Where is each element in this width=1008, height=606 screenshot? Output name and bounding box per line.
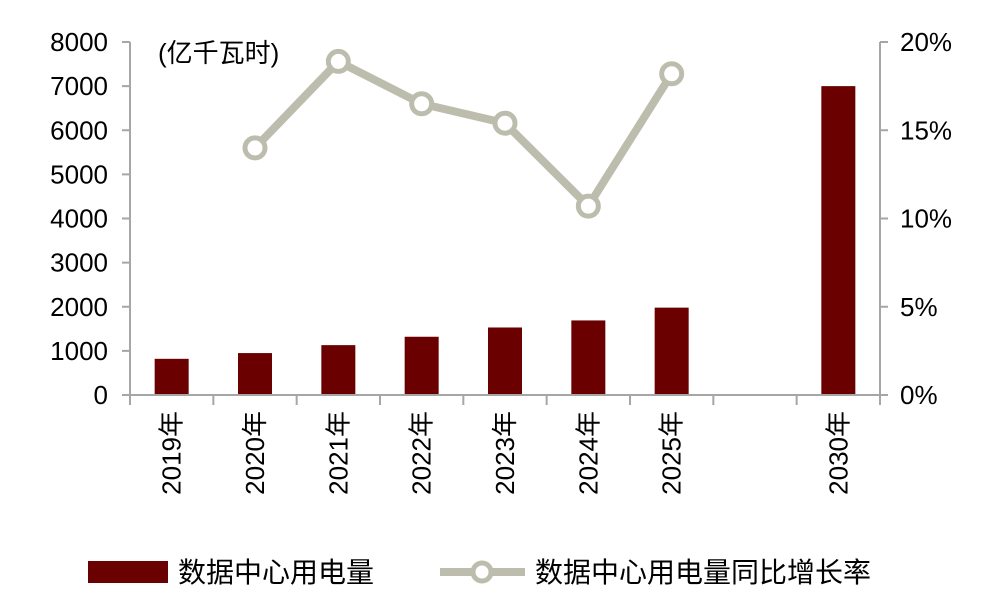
right-tick-label: 15% [900,115,952,145]
x-tick-label: 2020年 [240,411,270,495]
x-tick-label: 2022年 [407,411,437,495]
line-series [242,48,685,219]
right-axis: 0% 5% 10% 15% 20% [880,27,952,410]
x-axis-labels: 2019年 2020年 2021年 2022年 2023年 2024年 2025年 2030年 [157,411,854,495]
legend-line-label: 数据中心用电量同比增长率 [535,557,871,588]
bar [821,86,856,395]
bar [154,358,189,395]
axes [129,42,881,405]
x-tick-label: 2024年 [573,411,603,495]
x-tick-label: 2023年 [490,411,520,495]
legend-line-marker [470,560,494,584]
legend-bar-label: 数据中心用电量 [178,557,374,588]
left-axis: 0 1000 2000 3000 4000 5000 6000 7000 8000 [50,27,130,410]
growth-line [252,57,676,211]
left-tick-label: 5000 [50,159,108,189]
unit-label: (亿千瓦时) [158,38,279,68]
legend-bar-swatch [88,561,168,583]
line-point [659,61,685,87]
right-tick-label: 5% [900,292,938,322]
x-tick-label: 2021年 [323,411,353,495]
bar [404,336,439,395]
left-tick-label: 6000 [50,115,108,145]
right-tick-label: 20% [900,27,952,57]
right-tick-label: 0% [900,380,938,410]
x-tick-label: 2030年 [823,411,853,495]
x-tick-label: 2025年 [657,411,687,495]
bar [238,353,272,395]
bar-series [154,86,856,395]
left-tick-label: 2000 [50,292,108,322]
line-point [242,135,268,161]
line-point [325,48,351,74]
bar [321,345,356,395]
line-point [492,110,518,136]
x-tick-label: 2019年 [157,411,187,495]
left-tick-label: 0 [94,380,108,410]
bar [654,307,689,395]
bar [571,320,606,395]
right-tick-label: 10% [900,204,952,234]
bar [488,327,522,395]
left-tick-label: 3000 [50,248,108,278]
line-point [575,193,601,219]
legend: 数据中心用电量 数据中心用电量同比增长率 [88,557,871,588]
left-tick-label: 7000 [50,71,108,101]
line-point [409,91,435,117]
left-tick-label: 8000 [50,27,108,57]
left-tick-label: 1000 [50,336,108,366]
left-tick-label: 4000 [50,204,108,234]
